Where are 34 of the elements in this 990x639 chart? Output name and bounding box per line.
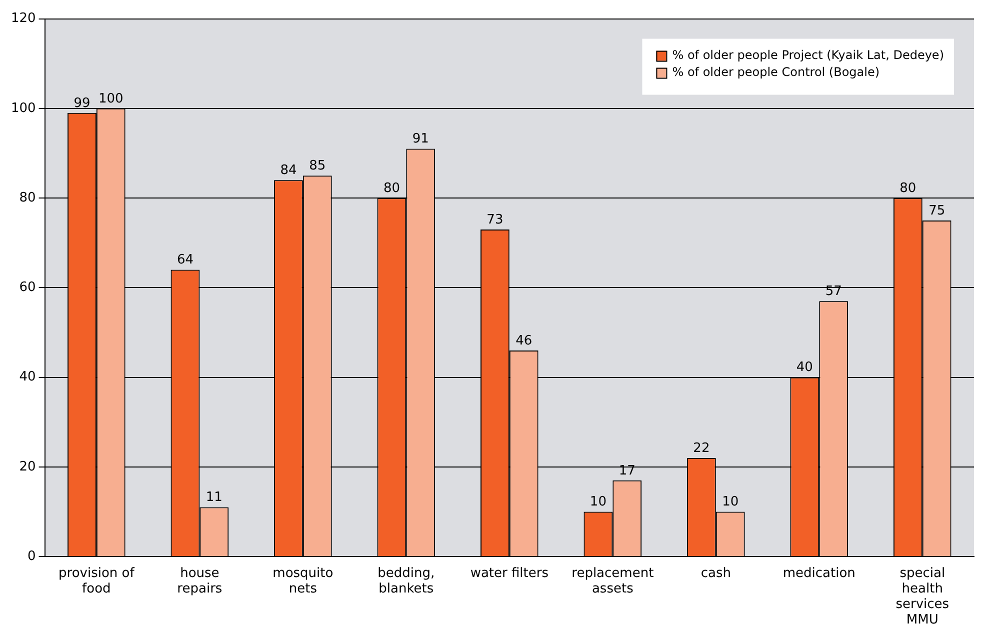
data-label: 10	[722, 494, 739, 510]
y-tick-label: 40	[19, 370, 36, 385]
x-tick-label: replacement assets	[572, 566, 654, 596]
legend-label: % of older people Control (Bogale)	[672, 64, 880, 79]
data-label: 100	[98, 91, 124, 106]
data-label: 22	[693, 440, 710, 456]
data-label: 84	[280, 163, 297, 178]
data-label: 46	[516, 333, 532, 348]
x-tick-label: mosquito nets	[272, 566, 334, 596]
y-tick-label: 120	[10, 11, 36, 26]
data-label: 73	[486, 212, 504, 228]
x-tick-label: bedding, blankets	[378, 566, 435, 596]
x-tick-label: water filters	[470, 566, 549, 581]
x-tick-label: provision of food	[58, 566, 135, 596]
data-label: 11	[206, 490, 222, 506]
y-tick-label: 100	[10, 100, 36, 116]
data-label: 40	[796, 360, 813, 376]
x-tick-label: medication	[782, 566, 856, 581]
data-label: 75	[928, 203, 946, 218]
data-label: 99	[74, 96, 90, 111]
data-label: 80	[383, 180, 400, 196]
data-label: 85	[309, 158, 326, 174]
data-label: 91	[412, 132, 429, 147]
y-tick-label: 0	[28, 548, 36, 564]
data-label: 80	[900, 180, 916, 196]
x-tick-label: house repairs	[177, 566, 222, 596]
y-tick-label: 60	[19, 280, 36, 296]
x-tick-label: special health services MMU	[896, 566, 950, 628]
data-label: 10	[590, 494, 606, 510]
x-tick-label: cash	[700, 566, 731, 581]
data-label: 64	[176, 252, 194, 268]
y-tick-label: 20	[19, 459, 36, 474]
legend-label: % of older people Project (Kyaik Lat, Dedeye)	[672, 48, 944, 62]
y-tick-label: 80	[19, 190, 36, 206]
